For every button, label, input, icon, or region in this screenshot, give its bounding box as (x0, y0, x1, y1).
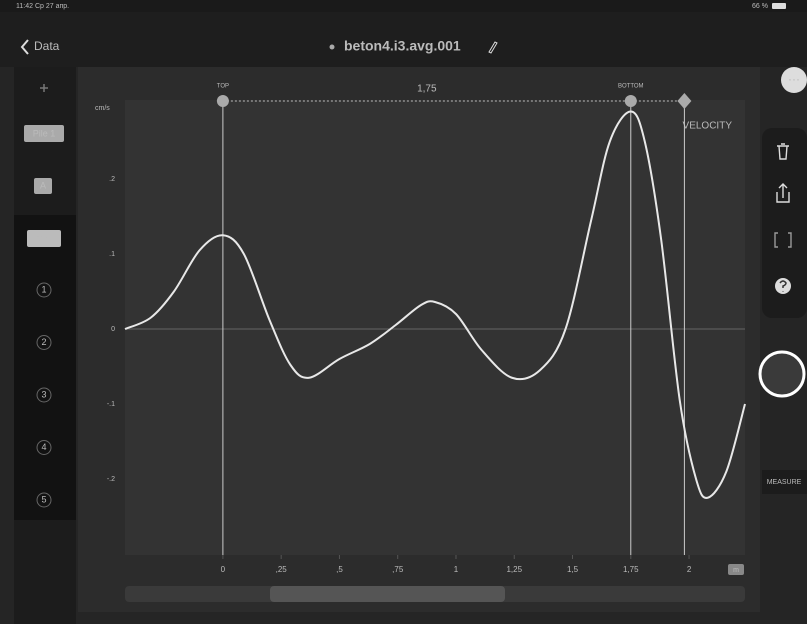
delete-button[interactable] (777, 143, 789, 160)
trace-number: 3 (41, 389, 46, 399)
more-icon: ··· (788, 72, 800, 86)
more-button[interactable] (781, 67, 807, 93)
nav-bar (0, 12, 807, 67)
avg-label: AVG (35, 233, 53, 243)
channel-label: A (40, 180, 46, 190)
add-button[interactable] (40, 84, 48, 92)
cursor-label: BOTTOM (618, 84, 644, 90)
measure-button[interactable]: MEASURE (767, 479, 802, 486)
record-button[interactable] (758, 350, 806, 398)
pile-label: Pile 1 (33, 128, 56, 138)
edit-icon[interactable] (488, 41, 498, 54)
channel-chip[interactable] (34, 178, 52, 194)
tool-panel (762, 128, 807, 318)
share-button[interactable] (776, 183, 790, 203)
x-tick-label: 1 (454, 565, 459, 574)
x-tick-label: 1,25 (506, 565, 522, 574)
back-arrow[interactable] (20, 39, 29, 55)
trace-button[interactable] (36, 440, 52, 455)
trace-button[interactable] (36, 387, 52, 403)
y-tick-label: -.1 (107, 401, 115, 408)
cursor-label: TOP (217, 84, 229, 90)
scrollbar-thumb[interactable] (270, 586, 505, 602)
y-tick-label: -.2 (107, 476, 115, 483)
status-battery: 66 % (752, 3, 768, 10)
y-tick-label: .2 (109, 176, 115, 183)
y-tick-label: .1 (109, 251, 115, 258)
status-bar (0, 0, 807, 12)
measure-tab (762, 470, 807, 494)
x-tick-label: ,25 (276, 565, 288, 574)
trace-button[interactable] (36, 282, 52, 298)
bracket-button[interactable] (774, 232, 792, 248)
status-time: 11:42 Ср 27 апр. (16, 3, 69, 10)
trace-number: 1 (41, 284, 46, 294)
help-icon (779, 280, 787, 292)
trace-number: 5 (41, 494, 46, 504)
end-handle[interactable] (677, 93, 692, 109)
trace-label: VELOCITY (683, 121, 733, 132)
trace-button[interactable] (36, 335, 52, 350)
avg-chip[interactable] (27, 230, 61, 247)
x-tick-label: 0 (221, 565, 226, 574)
back-button[interactable]: Data (34, 39, 60, 53)
trace-number: 4 (41, 442, 46, 452)
cursor-handle[interactable] (216, 95, 229, 107)
status-dot (329, 44, 335, 50)
x-tick-label: ,75 (392, 565, 404, 574)
x-unit-box (728, 564, 744, 575)
pile-chip[interactable] (24, 125, 64, 142)
cursor-handle[interactable] (624, 95, 637, 107)
velocity-line (124, 110, 746, 499)
y-tick-label: 0 (111, 326, 115, 333)
distance-label: 1,75 (417, 84, 437, 95)
x-tick-label: 1,5 (567, 565, 579, 574)
trace-number: 2 (41, 337, 46, 347)
trace-button[interactable] (36, 492, 52, 508)
x-tick-label: 1,75 (623, 565, 639, 574)
x-tick-label: ,5 (336, 565, 343, 574)
battery-icon (772, 3, 786, 9)
nav-title: beton4.i3.avg.001 (344, 38, 461, 54)
y-unit: cm/s (95, 105, 110, 112)
plot-area (125, 100, 745, 555)
x-unit: m (733, 567, 739, 574)
x-tick-label: 2 (687, 565, 692, 574)
trace-panel (14, 215, 76, 520)
